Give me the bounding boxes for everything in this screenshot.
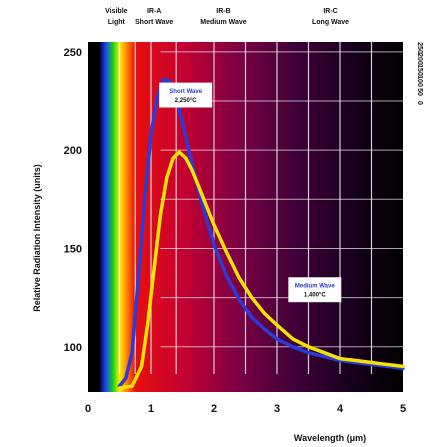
region-label-line1: IR-C: [323, 8, 337, 15]
region-label-line2: Short Wave: [135, 19, 173, 26]
curves: [117, 77, 405, 390]
x-tick-label: 4: [337, 403, 344, 415]
y-axis-title: Relative Radiation Intensity (units): [32, 164, 42, 312]
annotation-box: [288, 277, 342, 303]
x-axis-title: Wavelength (μm): [294, 433, 366, 443]
annotations: Short Wave 2,250°C Medium Wave 1,400°C: [159, 82, 342, 303]
x-tick-label: 5: [400, 403, 406, 415]
annotation-title: Short Wave: [169, 89, 202, 95]
y-tick-label: 150: [64, 243, 82, 255]
series-line-1: [117, 77, 405, 388]
mirrored-tick-label: 250: [416, 42, 423, 54]
region-label-line1: IR-A: [147, 8, 161, 15]
region-label-line2: Long Wave: [312, 19, 349, 26]
mirrored-tick-label: 50: [416, 88, 423, 96]
mirrored-tick-label: 150: [416, 64, 423, 76]
x-tick-label: 3: [274, 403, 280, 415]
mirrored-tick-label: 0: [416, 101, 423, 105]
region-label-line2: Medium Wave: [200, 19, 247, 26]
mirrored-tick-label: 100: [416, 75, 423, 87]
series-line-2: [117, 150, 405, 390]
axis-ticks: 0 1 2 3 4 5 250 200 150 100: [64, 47, 406, 415]
mirrored-tick-label: 200: [416, 53, 423, 65]
y-tick-label: 250: [64, 47, 82, 59]
y-tick-label: 200: [64, 145, 82, 157]
annotation-box: [159, 82, 213, 108]
x-tick-label: 2: [211, 403, 217, 415]
region-label-line2: Light: [108, 19, 126, 26]
x-tick-label: 1: [148, 403, 154, 415]
y-tick-label: 100: [64, 342, 82, 354]
region-labels: Visible Light IR-A Short Wave IR-B Medium Wav…: [105, 8, 349, 26]
annotation-temp: 1,400°C: [304, 293, 326, 299]
annotation-temp: 2,250°C: [175, 98, 197, 104]
x-tick-label: 0: [85, 403, 91, 415]
region-label-line1: Visible: [105, 8, 128, 15]
gridlines: [118, 42, 403, 374]
region-label-line1: IR-B: [216, 8, 230, 15]
annotation-title: Medium Wave: [295, 284, 335, 290]
